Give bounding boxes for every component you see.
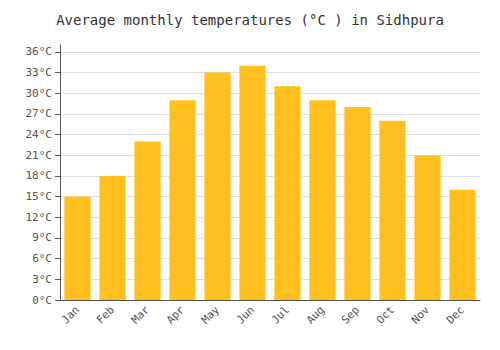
svg-text:18°C: 18°C (26, 169, 53, 182)
svg-text:Dec: Dec (444, 303, 467, 326)
svg-text:Feb: Feb (94, 303, 117, 326)
svg-text:24°C: 24°C (26, 128, 53, 141)
svg-text:Average monthly temperatures (: Average monthly temperatures (°C ) in Si… (56, 12, 444, 28)
svg-text:9°C: 9°C (32, 231, 52, 244)
svg-text:Jun: Jun (234, 303, 257, 326)
svg-text:Nov: Nov (409, 303, 432, 326)
svg-text:0°C: 0°C (32, 294, 52, 307)
svg-text:36°C: 36°C (26, 45, 53, 58)
svg-text:21°C: 21°C (26, 149, 53, 162)
svg-text:Aug: Aug (304, 303, 327, 326)
svg-text:3°C: 3°C (32, 273, 52, 286)
svg-text:30°C: 30°C (26, 87, 53, 100)
svg-text:Apr: Apr (164, 303, 187, 326)
svg-text:15°C: 15°C (26, 190, 53, 203)
svg-text:Mar: Mar (129, 303, 152, 326)
svg-text:12°C: 12°C (26, 211, 53, 224)
svg-text:33°C: 33°C (26, 66, 53, 79)
svg-text:Jul: Jul (269, 303, 292, 326)
svg-text:May: May (199, 303, 222, 326)
svg-text:6°C: 6°C (32, 252, 52, 265)
svg-text:Sep: Sep (339, 303, 362, 326)
svg-text:Jan: Jan (59, 303, 82, 326)
svg-text:Oct: Oct (374, 303, 397, 326)
svg-text:27°C: 27°C (26, 107, 53, 120)
